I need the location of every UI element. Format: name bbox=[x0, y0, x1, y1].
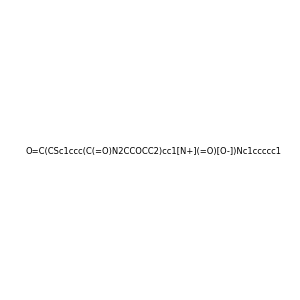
Text: O=C(CSc1ccc(C(=O)N2CCOCC2)cc1[N+](=O)[O-])Nc1ccccc1: O=C(CSc1ccc(C(=O)N2CCOCC2)cc1[N+](=O)[O-… bbox=[26, 147, 282, 156]
